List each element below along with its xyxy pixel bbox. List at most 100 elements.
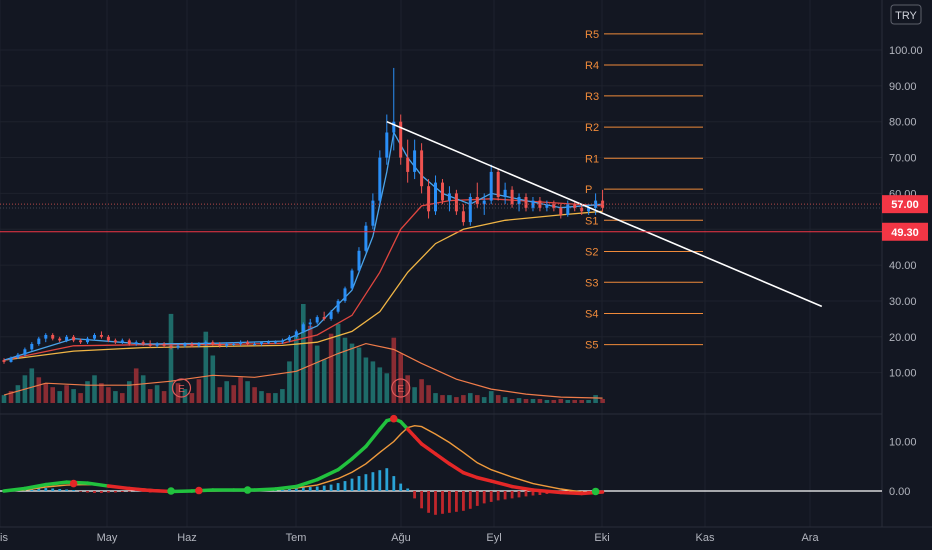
candle-body (308, 322, 312, 325)
macd-line-segment (273, 484, 299, 491)
volume-bar (370, 361, 376, 403)
volume-bar (106, 387, 111, 403)
candle-body (134, 342, 138, 344)
candle-body (190, 344, 194, 346)
volume-layer (1, 304, 605, 403)
macd-histogram-bar (371, 472, 375, 491)
volume-bar (36, 377, 42, 403)
macd-histogram-bar (44, 488, 48, 491)
price-tick-label: 100.00 (889, 45, 923, 57)
volume-bar (475, 395, 480, 403)
price-tick-label: 70.00 (889, 153, 917, 165)
volume-bar (328, 333, 334, 403)
candle-body (294, 331, 298, 337)
volume-bar (266, 393, 271, 403)
volume-bar (301, 304, 306, 403)
volume-bar (8, 391, 14, 403)
macd-histogram-bar (503, 491, 507, 500)
macd-cross-point (243, 486, 252, 494)
macd-histogram-bar (301, 487, 305, 491)
macd-cross-point (389, 414, 398, 423)
volume-bar (447, 395, 452, 403)
pivot-label: S1 (585, 215, 598, 227)
volume-bar (78, 393, 83, 403)
volume-bar (516, 398, 522, 403)
macd-histogram-bar (538, 491, 542, 495)
price-axis[interactable]: 10.0020.0030.0040.0050.0060.0070.0080.00… (882, 45, 928, 498)
volume-bar (419, 379, 424, 403)
pivot-label: R1 (585, 153, 599, 165)
volume-bar (440, 395, 445, 403)
macd-histogram-bar (51, 488, 55, 491)
time-axis[interactable]: Nis May Haz Tem Ağu Eyl Eki Kas Ara (0, 532, 819, 544)
candle-body (406, 157, 410, 172)
volume-bar (335, 323, 341, 403)
macd-line-segment (23, 482, 48, 491)
volume-bar (85, 381, 90, 403)
trendline-layer[interactable] (386, 120, 823, 308)
volume-bar (391, 337, 397, 403)
candle-body (420, 150, 424, 187)
candle-body (538, 200, 542, 208)
macd-histogram-bar (427, 491, 430, 513)
candle-body (441, 182, 444, 201)
time-tick-label: Eyl (486, 532, 501, 544)
volume-ma-line (3, 342, 603, 399)
candle-body (280, 340, 284, 343)
volume-bar (1, 395, 7, 403)
candle-body (399, 121, 403, 158)
candle-body (2, 360, 6, 362)
macd-histogram-bar (462, 491, 465, 511)
candle-body (496, 171, 500, 197)
candle-body (204, 342, 208, 344)
candle-body (385, 132, 389, 158)
volume-bar (133, 368, 139, 403)
macd-line-segment (378, 418, 389, 431)
volume-bar (523, 399, 529, 403)
macd-line-segment (510, 484, 535, 492)
candle-body (232, 344, 236, 345)
macd-histogram-bar (308, 487, 312, 491)
volume-bar (495, 395, 501, 403)
volume-bar (259, 391, 264, 403)
macd-line-segment (294, 477, 319, 489)
macd-cross-point (195, 486, 203, 495)
candle-body (260, 342, 263, 344)
price-tick-label: 40.00 (889, 260, 917, 272)
volume-bar (273, 393, 278, 403)
price-tick-label: 90.00 (889, 81, 917, 93)
candle-body (475, 197, 479, 205)
candle-body (322, 317, 326, 319)
volume-bar (530, 399, 536, 403)
volume-bar (294, 335, 299, 403)
candle-body (287, 336, 291, 341)
price-tick-label: 10.00 (889, 368, 917, 380)
volume-bar (15, 385, 21, 403)
macd-histogram-bar (531, 491, 535, 496)
pivot-label: R3 (585, 91, 599, 103)
macd-histogram-bar (385, 468, 389, 491)
macd-histogram-bar (114, 491, 117, 493)
earnings-marker (171, 378, 192, 398)
volume-bar (92, 375, 97, 403)
macd-histogram-bar (120, 491, 124, 492)
candle-body (559, 207, 563, 215)
macd-histogram-bar (441, 491, 444, 514)
macd-histogram-bar (79, 491, 82, 492)
currency-badge[interactable]: TRY (890, 4, 922, 25)
current-price-badge-bg (882, 195, 928, 214)
macd-histogram-bar (392, 476, 396, 491)
candle-body (218, 344, 222, 346)
volume-bar (321, 359, 327, 403)
volume-bar (572, 400, 577, 403)
macd-histogram-bar (294, 488, 298, 491)
macd-line-segment (336, 457, 354, 472)
current-price-badge-text: 57.00 (891, 199, 919, 211)
volume-bar (579, 400, 584, 403)
volume-bar (405, 375, 410, 403)
macd-line-segment (127, 486, 152, 493)
macd-histogram-bar (357, 476, 361, 491)
candle-body (566, 204, 570, 215)
